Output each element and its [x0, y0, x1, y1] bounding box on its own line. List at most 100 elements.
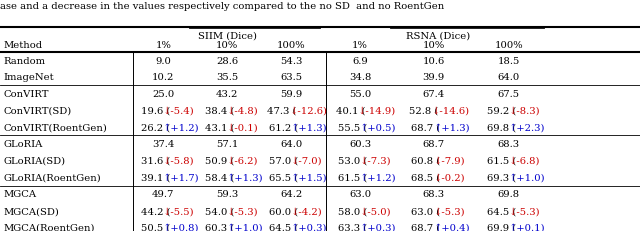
Text: ↑+0.1): ↑+0.1): [509, 223, 545, 231]
Text: ↑+1.2): ↑+1.2): [163, 123, 200, 132]
Text: 10%: 10%: [422, 41, 445, 50]
Text: 39.9: 39.9: [422, 73, 445, 82]
Text: ConVIRT: ConVIRT: [3, 90, 49, 99]
Text: 61.2 (: 61.2 (: [269, 123, 298, 132]
Text: ↓-4.2): ↓-4.2): [291, 206, 323, 215]
Text: ↑+0.8): ↑+0.8): [163, 223, 200, 231]
Text: 38.4 (: 38.4 (: [205, 106, 234, 115]
Text: 63.5: 63.5: [280, 73, 302, 82]
Text: Random: Random: [3, 57, 45, 65]
Text: 63.0 (: 63.0 (: [412, 206, 440, 215]
Text: 69.8 (: 69.8 (: [486, 123, 516, 132]
Text: 47.3 (: 47.3 (: [267, 106, 296, 115]
Text: ↑+0.5): ↑+0.5): [360, 123, 397, 132]
Text: 55.5 (: 55.5 (: [338, 123, 367, 132]
Text: 69.3 (: 69.3 (: [486, 173, 516, 182]
Text: 43.1 (: 43.1 (: [205, 123, 234, 132]
Text: 68.7 (: 68.7 (: [412, 123, 440, 132]
Text: 50.5 (: 50.5 (: [141, 223, 170, 231]
Text: 59.2 (: 59.2 (: [486, 106, 516, 115]
Text: 6.9: 6.9: [352, 57, 368, 65]
Text: 19.6 (: 19.6 (: [141, 106, 170, 115]
Text: ↑+0.3): ↑+0.3): [360, 223, 397, 231]
Text: ↓-14.6): ↓-14.6): [432, 106, 470, 115]
Text: RSNA (Dice): RSNA (Dice): [406, 32, 470, 40]
Text: ↑+1.3): ↑+1.3): [291, 123, 328, 132]
Text: 64.0: 64.0: [280, 140, 302, 149]
Text: ↓-6.2): ↓-6.2): [227, 156, 259, 165]
Text: 60.8 (: 60.8 (: [412, 156, 440, 165]
Text: ↓-0.1): ↓-0.1): [227, 123, 259, 132]
Text: 68.3: 68.3: [422, 190, 445, 198]
Text: GLoRIA(RoentGen): GLoRIA(RoentGen): [3, 173, 101, 182]
Text: 52.8 (: 52.8 (: [410, 106, 439, 115]
Text: 61.5 (: 61.5 (: [338, 173, 367, 182]
Text: ↓-5.5): ↓-5.5): [163, 206, 195, 215]
Text: 54.3: 54.3: [280, 57, 302, 65]
Text: 59.3: 59.3: [216, 190, 238, 198]
Text: MGCA(RoentGen): MGCA(RoentGen): [3, 223, 95, 231]
Text: ImageNet: ImageNet: [3, 73, 54, 82]
Text: 67.4: 67.4: [422, 90, 445, 99]
Text: 39.1 (: 39.1 (: [141, 173, 170, 182]
Text: ↓-5.4): ↓-5.4): [163, 106, 195, 115]
Text: ↓-0.2): ↓-0.2): [434, 173, 465, 182]
Text: ↓-5.0): ↓-5.0): [360, 206, 392, 215]
Text: ConVIRT(SD): ConVIRT(SD): [3, 106, 72, 115]
Text: ↓-12.6): ↓-12.6): [289, 106, 327, 115]
Text: ↓-6.8): ↓-6.8): [509, 156, 540, 165]
Text: 50.9 (: 50.9 (: [205, 156, 234, 165]
Text: ase and a decrease in the values respectively compared to the no SD  and no Roen: ase and a decrease in the values respect…: [0, 2, 444, 11]
Text: 10%: 10%: [216, 41, 238, 50]
Text: ↑+0.3): ↑+0.3): [291, 223, 328, 231]
Text: GLoRIA: GLoRIA: [3, 140, 43, 149]
Text: 69.8: 69.8: [498, 190, 520, 198]
Text: ↓-5.3): ↓-5.3): [434, 206, 465, 215]
Text: 35.5: 35.5: [216, 73, 238, 82]
Text: 100%: 100%: [495, 41, 523, 50]
Text: SIIM (Dice): SIIM (Dice): [198, 32, 257, 40]
Text: ↓-8.3): ↓-8.3): [509, 106, 540, 115]
Text: 61.5 (: 61.5 (: [486, 156, 516, 165]
Text: 18.5: 18.5: [498, 57, 520, 65]
Text: ↑+1.0): ↑+1.0): [509, 173, 545, 182]
Text: 57.0 (: 57.0 (: [269, 156, 298, 165]
Text: 49.7: 49.7: [152, 190, 174, 198]
Text: 34.8: 34.8: [349, 73, 371, 82]
Text: ↓-7.0): ↓-7.0): [291, 156, 323, 165]
Text: 64.5 (: 64.5 (: [486, 206, 516, 215]
Text: 58.0 (: 58.0 (: [338, 206, 367, 215]
Text: 26.2 (: 26.2 (: [141, 123, 170, 132]
Text: ↑+1.7): ↑+1.7): [163, 173, 200, 182]
Text: 53.0 (: 53.0 (: [338, 156, 367, 165]
Text: 69.9 (: 69.9 (: [486, 223, 516, 231]
Text: ↑+1.3): ↑+1.3): [434, 123, 470, 132]
Text: 63.0: 63.0: [349, 190, 371, 198]
Text: 65.5 (: 65.5 (: [269, 173, 298, 182]
Text: 1%: 1%: [352, 41, 368, 50]
Text: 55.0: 55.0: [349, 90, 371, 99]
Text: 60.3: 60.3: [349, 140, 371, 149]
Text: 64.5 (: 64.5 (: [269, 223, 298, 231]
Text: ↓-7.3): ↓-7.3): [360, 156, 392, 165]
Text: 43.2: 43.2: [216, 90, 238, 99]
Text: MGCA(SD): MGCA(SD): [3, 206, 59, 215]
Text: 40.1 (: 40.1 (: [336, 106, 365, 115]
Text: ↑+1.3): ↑+1.3): [227, 173, 264, 182]
Text: 100%: 100%: [277, 41, 305, 50]
Text: 64.0: 64.0: [498, 73, 520, 82]
Text: ↑+0.4): ↑+0.4): [434, 223, 470, 231]
Text: 67.5: 67.5: [498, 90, 520, 99]
Text: ↓-5.3): ↓-5.3): [509, 206, 540, 215]
Text: 1%: 1%: [156, 41, 171, 50]
Text: ↓-7.9): ↓-7.9): [434, 156, 465, 165]
Text: 60.3 (: 60.3 (: [205, 223, 234, 231]
Text: MGCA: MGCA: [3, 190, 36, 198]
Text: 37.4: 37.4: [152, 140, 174, 149]
Text: 58.4 (: 58.4 (: [205, 173, 234, 182]
Text: 54.0 (: 54.0 (: [205, 206, 234, 215]
Text: ↑+1.0): ↑+1.0): [227, 223, 264, 231]
Text: ↓-5.8): ↓-5.8): [163, 156, 195, 165]
Text: 44.2 (: 44.2 (: [141, 206, 170, 215]
Text: ConVIRT(RoentGen): ConVIRT(RoentGen): [3, 123, 107, 132]
